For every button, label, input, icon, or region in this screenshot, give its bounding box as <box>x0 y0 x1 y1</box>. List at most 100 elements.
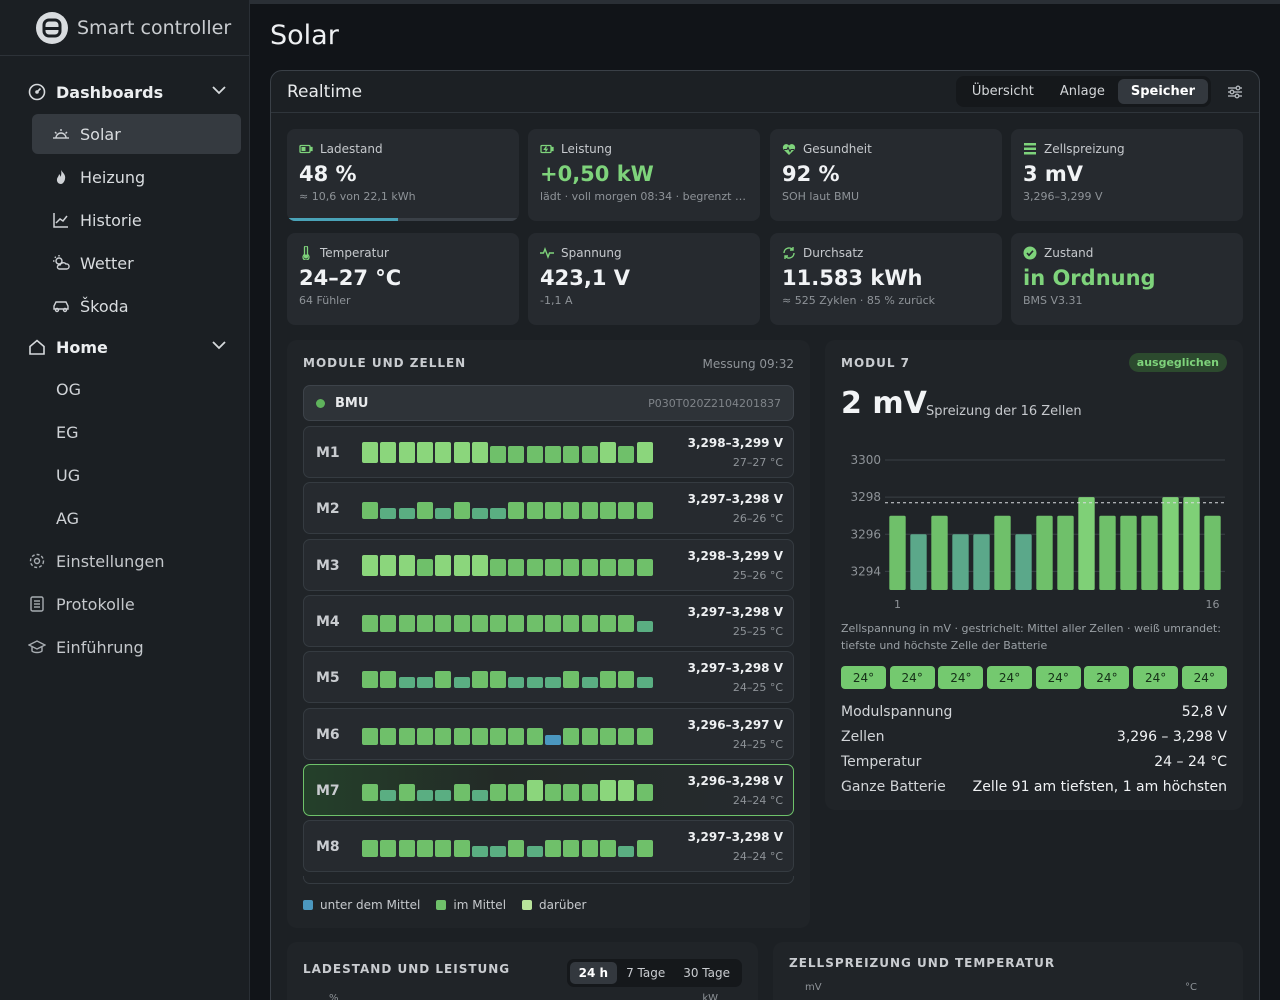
range-tabs: 24 h 7 Tage 30 Tage <box>566 959 742 987</box>
bmu-serial: P030T020Z2104201837 <box>648 396 781 410</box>
module-temperature: 24–24 °C <box>732 793 783 807</box>
sidebar-item-label: Heizung <box>80 167 146 187</box>
chart-caption: Zellspannung in mV · gestrichelt: Mittel… <box>841 622 1221 652</box>
cell-bar <box>398 614 415 632</box>
cell-bar <box>618 727 635 745</box>
sidebar-item-ug[interactable]: UG <box>56 465 81 485</box>
module-row[interactable]: M1 3,298–3,299 V 27–27 °C <box>303 426 794 478</box>
cell-bar[interactable] <box>1099 515 1116 590</box>
cell-bar[interactable] <box>1183 497 1200 590</box>
module-row[interactable]: M5 3,297–3,298 V 24–25 °C <box>303 651 794 704</box>
module-row[interactable]: M2 3,297–3,298 V 26–26 °C <box>303 482 794 535</box>
tab-übersicht[interactable]: Übersicht <box>971 84 1034 99</box>
brand[interactable]: Smart controller <box>0 0 249 56</box>
sidebar-item-eg[interactable]: EG <box>56 422 79 442</box>
module-row[interactable]: M6 3,296–3,297 V 24–25 °C <box>303 707 794 760</box>
tab-anlage[interactable]: Anlage <box>1059 84 1105 99</box>
sidebar-item-wetter[interactable]: Wetter <box>32 243 241 283</box>
cell-bar <box>490 508 507 520</box>
module-row[interactable]: M4 3,297–3,298 V 25–25 °C <box>303 594 794 647</box>
sidebar-item-einfuehrung[interactable]: Einführung <box>0 627 249 667</box>
cell-bar <box>508 783 525 801</box>
cell-bar[interactable] <box>994 515 1011 590</box>
cell-bar <box>416 789 433 801</box>
cell-bar[interactable] <box>952 534 969 590</box>
cell-bar <box>471 846 488 858</box>
stat-label-row: Spannung <box>540 245 748 261</box>
home-icon <box>27 337 47 357</box>
cell-bar[interactable] <box>1120 515 1137 590</box>
cell-bars <box>362 765 654 817</box>
range-tab[interactable]: 30 Tage <box>683 966 730 980</box>
flame-icon <box>51 167 71 187</box>
sliders-icon[interactable] <box>1225 82 1245 102</box>
cell-bar <box>453 442 470 463</box>
detail-value: 24 – 24 °C <box>1154 754 1227 770</box>
cell-bar <box>362 727 378 745</box>
legend-label: unter dem Mittel <box>320 898 421 912</box>
sidebar-item-og[interactable]: OG <box>56 379 81 399</box>
cell-bar <box>545 677 561 689</box>
cell-bar[interactable] <box>1057 515 1074 590</box>
cell-bar <box>435 554 452 576</box>
cell-bar[interactable] <box>1141 515 1158 590</box>
sidebar-item-solar[interactable]: Solar <box>32 114 241 154</box>
sidebar-item-einstellungen[interactable]: Einstellungen <box>0 541 249 581</box>
temperature-chip: 24° <box>841 666 886 689</box>
cell-bar <box>526 502 543 520</box>
module-row[interactable]: M3 3,298–3,299 V 25–26 °C <box>303 538 794 591</box>
cell-bar <box>416 558 433 576</box>
status-badge: ausgeglichen <box>1128 353 1227 372</box>
detail-row: Temperatur 24 – 24 °C <box>841 754 1227 770</box>
spread-temp-panel: ZELLSPREIZUNG UND TEMPERATUR mV °C <box>773 942 1243 1000</box>
module-row[interactable]: M8 3,297–3,298 V 24–24 °C <box>303 820 794 873</box>
sidebar-item-label: Wetter <box>80 253 134 273</box>
cell-bar <box>599 442 616 463</box>
cell-bar <box>380 671 397 689</box>
nav-group-dashboards[interactable]: Dashboards <box>0 74 249 110</box>
module-name: M1 <box>316 445 340 461</box>
stat-label-row: Durchsatz <box>782 245 990 261</box>
bmu-row[interactable]: BMU P030T020Z2104201837 <box>303 385 794 421</box>
cell-bar <box>471 727 488 745</box>
cell-bar <box>563 783 580 801</box>
range-tab[interactable]: 7 Tage <box>626 966 666 980</box>
logo-icon <box>36 11 68 44</box>
module-voltage: 3,298–3,299 V <box>687 548 783 563</box>
cell-bar[interactable] <box>973 534 990 590</box>
cell-bar <box>362 442 378 463</box>
cell-bar <box>398 840 415 858</box>
cell-bar <box>416 502 433 520</box>
cell-bar[interactable] <box>889 515 906 590</box>
cell-bar <box>362 502 378 520</box>
sidebar-item-škoda[interactable]: Škoda <box>32 286 241 326</box>
stat-sub: ≈ 525 Zyklen · 85 % zurück <box>782 294 936 307</box>
cell-bar <box>636 620 653 632</box>
cell-bar[interactable] <box>931 515 948 590</box>
sidebar-item-heizung[interactable]: Heizung <box>32 157 241 197</box>
cell-bar[interactable] <box>1078 497 1095 590</box>
cell-bar <box>471 789 488 801</box>
detail-key: Temperatur <box>841 754 922 770</box>
sidebar-item-label: Solar <box>80 124 121 144</box>
stat-sub: lädt · voll morgen 08:34 · begrenzt au… <box>540 190 748 203</box>
module-row[interactable]: M7 3,296–3,298 V 24–24 °C <box>303 763 794 817</box>
range-tab[interactable]: 24 h <box>569 962 618 984</box>
sidebar-item-historie[interactable]: Historie <box>32 200 241 240</box>
cell-bar[interactable] <box>1036 515 1053 590</box>
cell-bar <box>416 614 433 632</box>
nav-group-home[interactable]: Home <box>0 329 249 365</box>
tab-speicher[interactable]: Speicher <box>1117 79 1208 104</box>
temperature-chip: 24° <box>987 666 1033 689</box>
sidebar-item-protokolle[interactable]: Protokolle <box>0 584 249 624</box>
sidebar-item-ag[interactable]: AG <box>56 508 80 528</box>
cell-bar[interactable] <box>1015 534 1032 590</box>
cell-bar[interactable] <box>910 534 927 590</box>
cell-bar <box>599 558 616 576</box>
cell-bar <box>526 779 543 801</box>
cell-bar <box>416 442 433 463</box>
cell-bar <box>453 614 470 632</box>
cell-bar[interactable] <box>1162 497 1179 590</box>
cell-bar[interactable] <box>1204 515 1221 590</box>
measurement-time: Messung 09:32 <box>702 357 794 371</box>
